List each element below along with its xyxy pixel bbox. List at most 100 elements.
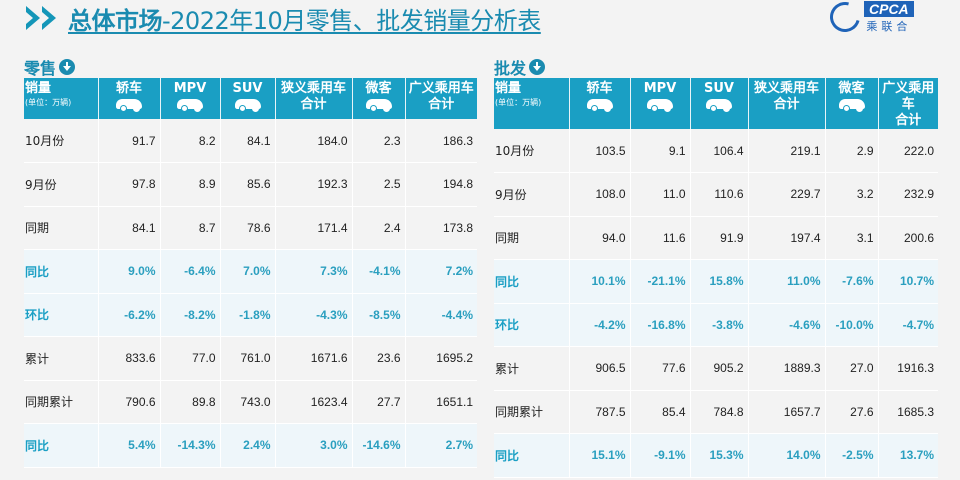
cell: -21.1%	[630, 259, 691, 304]
cell: -10.0%	[825, 303, 879, 347]
col-header-sedan: 轿车	[98, 78, 161, 119]
minivan-icon	[838, 99, 865, 112]
cell: 787.5	[569, 390, 631, 434]
cell: 11.0%	[748, 259, 826, 304]
row-label: 同期	[494, 216, 570, 260]
title-rest: -2022年10月零售、批发销量分析表	[162, 6, 541, 35]
col-header-mpv: MPV	[160, 78, 221, 119]
row-label: 9月份	[24, 162, 99, 207]
table-row: 同期 94.0 11.6 91.9 197.4 3.1 200.6	[494, 216, 938, 260]
cell: 15.3%	[690, 433, 749, 478]
cell: 906.5	[569, 346, 631, 391]
cell: 1916.3	[878, 346, 938, 391]
cell: 84.1	[220, 119, 276, 163]
cell: 1651.1	[405, 380, 477, 424]
retail-panel: 零售 销量 (单位：万辆) 轿车 MPV SUV 狭义乘用车 合计 微客 广义乘用车…	[24, 56, 477, 468]
cell: 3.0%	[275, 423, 353, 468]
cell: 761.0	[220, 336, 276, 381]
cell: 14.0%	[748, 433, 826, 478]
cell: -4.4%	[405, 293, 477, 337]
wholesale-panel: 批发 销量 (单位：万辆) 轿车 MPV SUV 狭义乘用车 合计 微客 广义乘用车…	[494, 56, 938, 478]
cell: 94.0	[569, 216, 631, 260]
col-header-suv: SUV	[690, 78, 749, 129]
cell: 5.4%	[98, 423, 161, 468]
mpv-icon	[647, 99, 673, 112]
cpca-swirl-icon	[824, 0, 866, 38]
row-label: 同比	[24, 423, 99, 468]
cell: 27.0	[825, 346, 879, 391]
row-label: 同比	[494, 259, 570, 304]
double-chevron-icon	[26, 6, 58, 30]
row-label: 环比	[494, 303, 570, 347]
table-row-pct: 环比 -6.2% -8.2% -1.8% -4.3% -8.5% -4.4%	[24, 293, 477, 337]
cell: 106.4	[690, 129, 749, 173]
table-row: 同期累计 790.6 89.8 743.0 1623.4 27.7 1651.1	[24, 380, 477, 424]
suv-icon	[234, 99, 261, 112]
cell: 77.6	[630, 346, 691, 391]
row-label: 同期	[24, 206, 99, 250]
cell: 78.6	[220, 206, 276, 250]
cell: 833.6	[98, 336, 161, 381]
cell: 3.2	[825, 172, 879, 217]
cell: 8.2	[160, 119, 221, 163]
cell: 9.1	[630, 129, 691, 173]
cell: -6.4%	[160, 249, 221, 294]
cell: -2.5%	[825, 433, 879, 478]
arrow-down-circle-icon[interactable]	[59, 59, 76, 75]
col-header-sales: 销量 (单位：万辆)	[24, 78, 99, 119]
arrow-down-circle-icon[interactable]	[529, 59, 546, 75]
cell: 2.3	[352, 119, 406, 163]
mpv-icon	[177, 99, 203, 112]
cell: 905.2	[690, 346, 749, 391]
cell: 184.0	[275, 119, 353, 163]
cell: 194.8	[405, 162, 477, 207]
table-header-row: 销量 (单位：万辆) 轿车 MPV SUV 狭义乘用车 合计 微客 广义乘用车 合计	[24, 78, 477, 119]
cell: 11.0	[630, 172, 691, 217]
cell: 219.1	[748, 129, 826, 173]
cell: 1685.3	[878, 390, 938, 434]
col-header-narrow-total: 狭义乘用车 合计	[748, 78, 826, 129]
cell: 7.0%	[220, 249, 276, 294]
cell: 15.1%	[569, 433, 631, 478]
wholesale-table: 销量 (单位：万辆) 轿车 MPV SUV 狭义乘用车 合计 微客 广义乘用车 合计 …	[494, 78, 938, 478]
cell: 2.4%	[220, 423, 276, 468]
suv-icon	[706, 99, 732, 112]
cell: -4.6%	[748, 303, 826, 347]
cell: 77.0	[160, 336, 221, 381]
minivan-icon	[365, 99, 392, 112]
cell: 232.9	[878, 172, 938, 217]
cell: -16.8%	[630, 303, 691, 347]
cell: 27.6	[825, 390, 879, 434]
cell: -8.5%	[352, 293, 406, 337]
cell: 27.7	[352, 380, 406, 424]
cell: 84.1	[98, 206, 161, 250]
row-label: 9月份	[494, 172, 570, 217]
cell: -3.8%	[690, 303, 749, 347]
table-row: 9月份 108.0 11.0 110.6 229.7 3.2 232.9	[494, 172, 938, 217]
title-link[interactable]: 总体市场-2022年10月零售、批发销量分析表	[68, 1, 541, 36]
table-header-row: 销量 (单位：万辆) 轿车 MPV SUV 狭义乘用车 合计 微客 广义乘用车 合计	[494, 78, 938, 129]
cell: -14.6%	[352, 423, 406, 468]
cell: 171.4	[275, 206, 353, 250]
cell: 97.8	[98, 162, 161, 207]
table-row: 9月份 97.8 8.9 85.6 192.3 2.5 194.8	[24, 162, 477, 207]
cell: 103.5	[569, 129, 631, 173]
cell: 10.7%	[878, 259, 938, 304]
row-label: 环比	[24, 293, 99, 337]
row-label: 同比	[24, 249, 99, 294]
cell: -7.6%	[825, 259, 879, 304]
retail-label: 零售	[24, 59, 57, 78]
cell: 110.6	[690, 172, 749, 217]
col-header-narrow-total: 狭义乘用车 合计	[275, 78, 353, 119]
sedan-icon	[116, 99, 142, 112]
wholesale-section-label: 批发	[494, 56, 938, 78]
col-header-sedan: 轿车	[569, 78, 631, 129]
cell: 186.3	[405, 119, 477, 163]
cell: 11.6	[630, 216, 691, 260]
cell: 8.9	[160, 162, 221, 207]
table-row-pct: 同比 5.4% -14.3% 2.4% 3.0% -14.6% 2.7%	[24, 423, 477, 468]
cell: 200.6	[878, 216, 938, 260]
table-row: 同期 84.1 8.7 78.6 171.4 2.4 173.8	[24, 206, 477, 250]
row-label: 同期累计	[494, 390, 570, 434]
wholesale-label: 批发	[494, 59, 527, 78]
